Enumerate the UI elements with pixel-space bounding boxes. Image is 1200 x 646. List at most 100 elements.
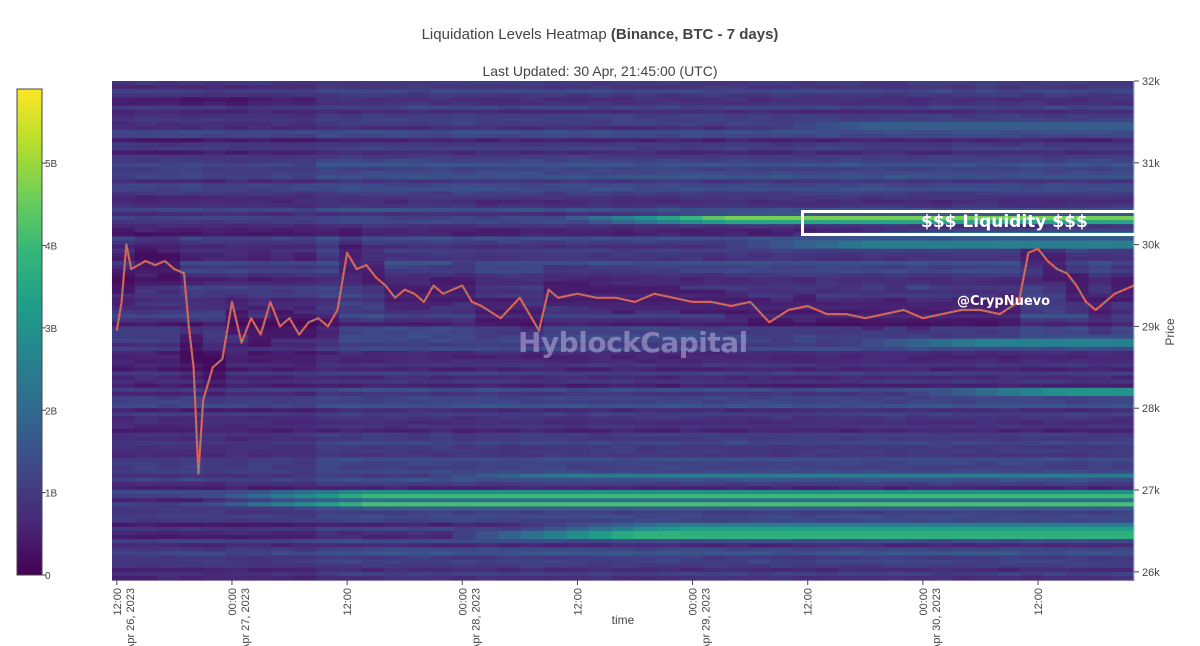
heat-cell [1020,363,1044,368]
heat-cell [1020,342,1044,348]
heat-cell [157,391,181,397]
heat-cell [157,375,181,381]
heat-cell [407,179,431,184]
heat-cell [997,383,1022,389]
heat-cell [634,297,658,303]
heat-cell [543,134,567,139]
heat-cell [952,375,976,381]
heat-cell [861,195,885,201]
heat-cell [270,326,295,332]
heat-cell [816,367,840,372]
heat-cell [906,256,931,262]
heat-cell [770,130,794,135]
heat-cell [180,428,204,434]
heat-cell [316,301,340,307]
heat-cell [157,510,181,516]
heat-cell [112,85,136,90]
heat-cell [997,465,1022,471]
heat-cell [657,449,681,454]
heat-cell [1088,285,1112,291]
heat-cell [679,273,704,278]
heat-cell [452,158,476,164]
heat-cell [270,469,295,475]
heat-cell [566,236,590,242]
heat-cell [270,101,295,107]
heat-cell [202,195,227,201]
heat-cell [475,440,499,446]
heat-cell [293,89,317,94]
heat-cell [975,301,999,307]
heat-cell [838,191,863,197]
heat-cell [475,408,499,413]
heat-cell [929,490,953,495]
heat-cell [747,494,772,499]
heat-cell [884,338,908,344]
heat-cell [270,81,295,86]
heat-cell [452,224,476,229]
heat-cell [725,346,749,352]
heat-cell [679,142,704,148]
heat-cell [611,154,635,160]
heat-cell [384,391,408,397]
heat-cell [339,93,363,98]
heat-cell [566,117,590,123]
heat-cell [793,498,817,503]
heat-cell [952,195,976,201]
heat-cell [793,314,817,319]
heat-cell [112,461,136,467]
heat-cell [952,138,976,143]
heat-cell [225,404,249,409]
heat-cell [1088,314,1112,319]
heat-cell [202,461,227,467]
heat-cell [997,179,1022,184]
heat-cell [134,400,159,405]
heat-cell [498,408,522,413]
heat-cell [202,338,227,344]
heat-cell [452,457,476,462]
heat-cell [657,236,681,242]
heat-cell [157,342,181,348]
heat-cell [361,404,386,409]
heat-cell [112,481,136,487]
heat-cell [429,117,454,123]
heat-cell [838,101,863,107]
heat-cell [407,412,431,417]
heat-cell [725,97,749,103]
heat-cell [816,485,840,491]
heat-cell [1065,465,1090,471]
heat-cell [180,277,204,283]
heat-cell [180,232,204,238]
heat-cell [588,162,613,168]
heat-cell [543,412,567,417]
heat-cell [384,81,408,86]
heat-cell [588,481,613,487]
heat-cell [1043,113,1067,119]
heat-cell [1065,252,1090,258]
heat-cell [906,244,931,250]
heat-cell [838,162,863,168]
heat-cell [975,318,999,323]
heat-cell [679,375,704,381]
heat-cell [793,330,817,336]
heat-cell [770,371,794,377]
heat-cell [657,350,681,356]
heat-cell [339,424,363,430]
heat-cell [134,383,159,389]
heat-cell [929,199,953,205]
heat-cell [725,224,749,229]
heat-cell [884,510,908,516]
heat-cell [1065,330,1090,336]
heat-cell [793,228,817,233]
heat-cell [725,260,749,266]
heat-cell [906,285,931,291]
heat-cell [248,236,272,242]
heat-cell [997,498,1022,503]
heat-cell [520,97,545,103]
heat-cell [429,301,454,307]
heat-cell [293,142,317,148]
heat-cell [838,146,863,152]
heat-cell [180,101,204,107]
heat-cell [316,158,340,164]
heat-cell [1020,465,1044,471]
heat-cell [384,449,408,454]
